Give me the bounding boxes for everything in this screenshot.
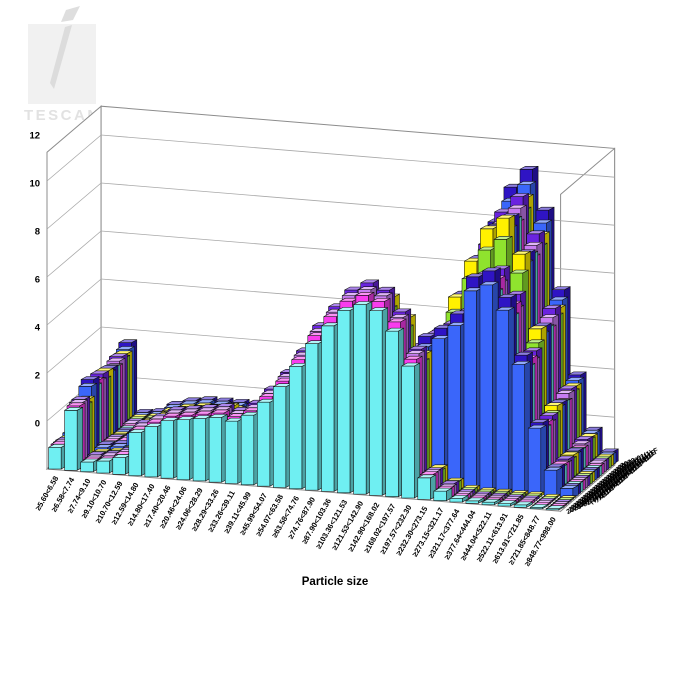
bar: [273, 383, 292, 488]
y-axis-tick-labels: 0 2 4 6 8 10 12: [29, 131, 40, 430]
bar: [385, 327, 405, 498]
tescan-logo-box: [28, 24, 96, 104]
bar: [543, 466, 563, 498]
bar: [128, 428, 148, 477]
bar: [96, 457, 116, 474]
bar: [497, 500, 517, 507]
bar: [337, 306, 356, 494]
bar: [463, 287, 483, 491]
bar: [433, 487, 453, 502]
bar: [481, 498, 501, 506]
bar: [80, 458, 100, 473]
bar: [144, 423, 164, 478]
y-axis-tick-label: 8: [35, 227, 40, 238]
tescan-logo: TESCAN: [24, 6, 101, 124]
bar: [192, 415, 212, 482]
bar: [369, 307, 388, 496]
bar: [527, 424, 547, 496]
x-axis-title: Particle size: [302, 576, 368, 588]
bar: [112, 454, 132, 475]
bar: [479, 281, 499, 492]
y-axis-tick-label: 2: [35, 371, 40, 382]
bar: [545, 505, 565, 511]
bar: [513, 501, 533, 508]
bar: [240, 411, 260, 486]
tescan-needle-body-icon: [50, 25, 72, 89]
bar: [321, 322, 340, 492]
bar: [447, 322, 467, 490]
bar: [529, 503, 549, 510]
y-axis-tick-label: 6: [35, 275, 40, 286]
chart-bars: [48, 165, 619, 511]
bar: [401, 362, 421, 499]
bar: [305, 340, 324, 491]
y-axis-tick-label: 12: [29, 131, 40, 142]
bar: [353, 301, 372, 495]
bar: [511, 360, 531, 495]
bar: [208, 413, 228, 483]
bar: [160, 417, 180, 479]
bar: [449, 494, 469, 503]
bar: [176, 416, 196, 481]
bar: [495, 306, 515, 494]
bar: [48, 443, 67, 470]
bar: [289, 362, 308, 490]
bar: [257, 398, 276, 487]
bar: [224, 417, 244, 484]
y-axis-tick-label: 10: [29, 179, 40, 190]
y-axis-tick-label: 4: [35, 323, 41, 334]
y-axis-tick-label: 0: [35, 419, 40, 430]
bar: [64, 406, 83, 471]
bar: [417, 474, 437, 500]
tescan-needle-head-icon: [61, 6, 80, 22]
tescan-watermark-text: TESCAN: [24, 107, 101, 124]
bar: [465, 497, 485, 504]
